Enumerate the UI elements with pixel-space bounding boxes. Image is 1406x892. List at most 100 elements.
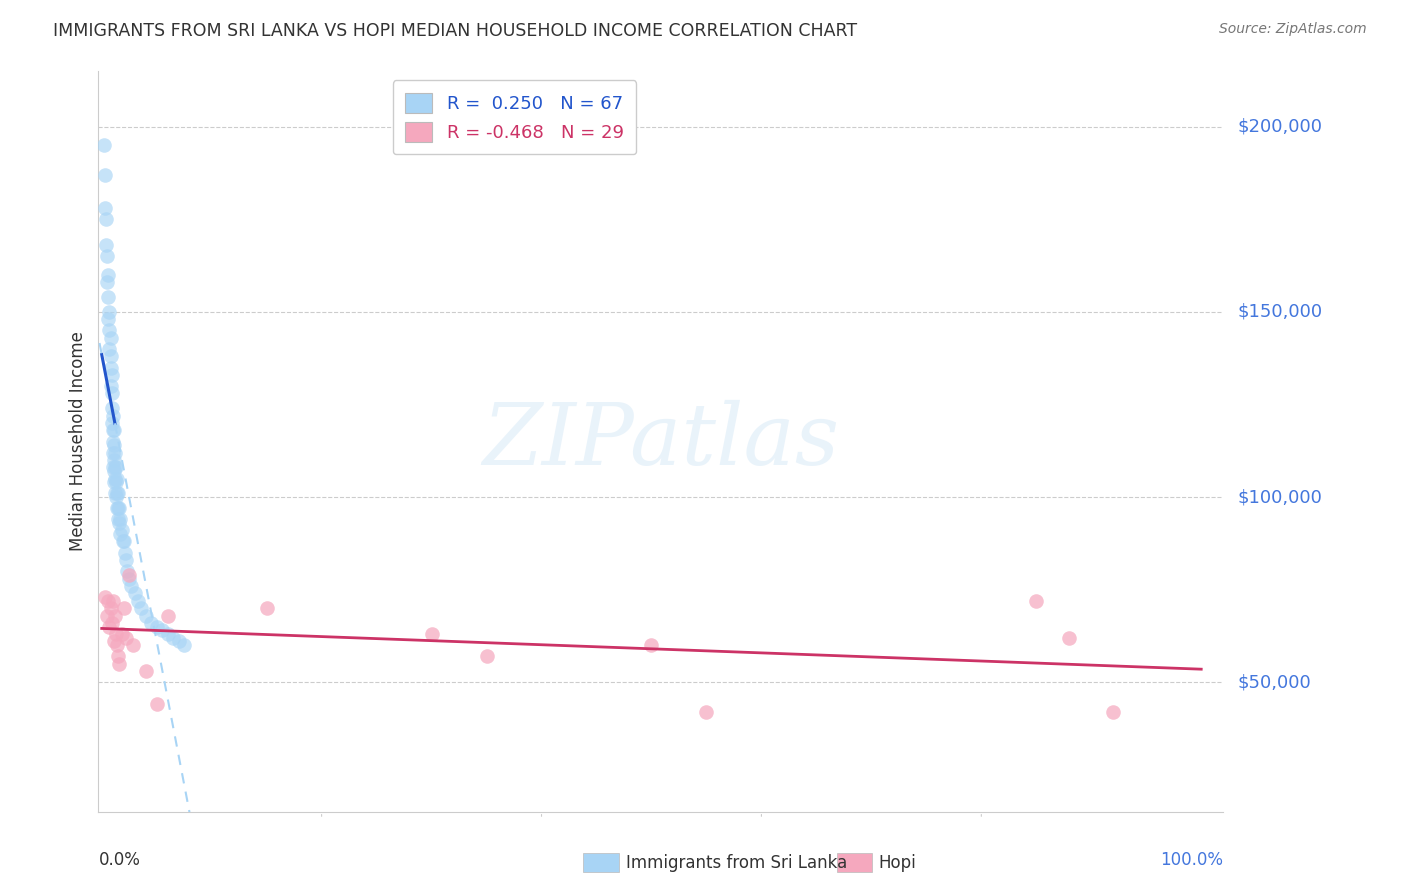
Point	[167, 634, 190, 648]
Point	[107, 501, 129, 516]
Point	[107, 649, 129, 664]
Point	[100, 601, 122, 615]
Point	[101, 460, 124, 475]
Point	[104, 486, 127, 500]
Point	[104, 608, 127, 623]
Point	[98, 305, 121, 319]
Point	[111, 534, 134, 549]
Point	[156, 627, 179, 641]
Point	[162, 631, 184, 645]
Point	[107, 512, 129, 526]
Text: Immigrants from Sri Lanka: Immigrants from Sri Lanka	[626, 854, 846, 871]
Point	[100, 379, 122, 393]
Point	[1102, 705, 1125, 719]
Point	[640, 638, 662, 652]
Point	[135, 664, 157, 678]
Point	[105, 627, 128, 641]
Point	[108, 501, 131, 516]
Point	[103, 453, 125, 467]
Point	[94, 590, 117, 604]
Point	[103, 438, 125, 452]
Point	[108, 516, 131, 530]
Point	[104, 471, 127, 485]
Text: $100,000: $100,000	[1237, 488, 1322, 506]
Point	[93, 138, 115, 153]
Point	[156, 608, 179, 623]
Text: 0.0%: 0.0%	[98, 851, 141, 869]
Point	[104, 445, 127, 459]
Point	[100, 615, 122, 630]
Point	[97, 290, 120, 304]
Point	[103, 475, 125, 490]
Point	[120, 579, 142, 593]
Point	[98, 324, 121, 338]
Legend: R =  0.250   N = 67, R = -0.468   N = 29: R = 0.250 N = 67, R = -0.468 N = 29	[392, 80, 637, 154]
Point	[475, 649, 498, 664]
Point	[115, 553, 138, 567]
Text: ZIPatlas: ZIPatlas	[482, 401, 839, 483]
Point	[110, 627, 132, 641]
Point	[118, 567, 141, 582]
Point	[105, 490, 128, 504]
Text: Hopi: Hopi	[879, 854, 917, 871]
Text: 100.0%: 100.0%	[1160, 851, 1223, 869]
Text: $200,000: $200,000	[1237, 118, 1322, 136]
Point	[695, 705, 717, 719]
Point	[101, 424, 124, 438]
Text: $150,000: $150,000	[1237, 303, 1322, 321]
Point	[96, 276, 118, 290]
Point	[145, 619, 167, 633]
Point	[94, 168, 117, 182]
Point	[127, 593, 149, 607]
Point	[96, 608, 118, 623]
Point	[1025, 593, 1047, 607]
Point	[94, 238, 117, 252]
Point	[104, 460, 127, 475]
Point	[115, 564, 138, 578]
Point	[101, 445, 124, 459]
Point	[110, 524, 132, 538]
Point	[145, 698, 167, 712]
Point	[105, 501, 128, 516]
Point	[124, 586, 146, 600]
Point	[103, 464, 125, 478]
Point	[115, 631, 138, 645]
Point	[121, 638, 143, 652]
Point	[100, 386, 122, 401]
Point	[98, 342, 121, 356]
Point	[420, 627, 443, 641]
Point	[103, 424, 125, 438]
Point	[105, 486, 128, 500]
Point	[100, 350, 122, 364]
Point	[112, 601, 135, 615]
Point	[173, 638, 195, 652]
Point	[101, 434, 124, 449]
Point	[101, 593, 124, 607]
Point	[105, 475, 128, 490]
Point	[107, 486, 129, 500]
Point	[150, 624, 173, 638]
Point	[112, 534, 135, 549]
Point	[105, 638, 128, 652]
Point	[103, 634, 125, 648]
Point	[96, 250, 118, 264]
Text: $50,000: $50,000	[1237, 673, 1310, 691]
Point	[94, 202, 117, 216]
Point	[1059, 631, 1081, 645]
Point	[110, 527, 132, 541]
Point	[98, 619, 121, 633]
Point	[100, 401, 122, 416]
Point	[105, 471, 128, 485]
Point	[100, 331, 122, 345]
Point	[108, 657, 131, 671]
Point	[97, 312, 120, 326]
Point	[105, 460, 128, 475]
Point	[100, 368, 122, 382]
Point	[141, 615, 163, 630]
Point	[129, 601, 152, 615]
Point	[114, 545, 136, 560]
Y-axis label: Median Household Income: Median Household Income	[69, 332, 87, 551]
Point	[110, 512, 132, 526]
Point	[97, 593, 120, 607]
Point	[100, 416, 122, 430]
